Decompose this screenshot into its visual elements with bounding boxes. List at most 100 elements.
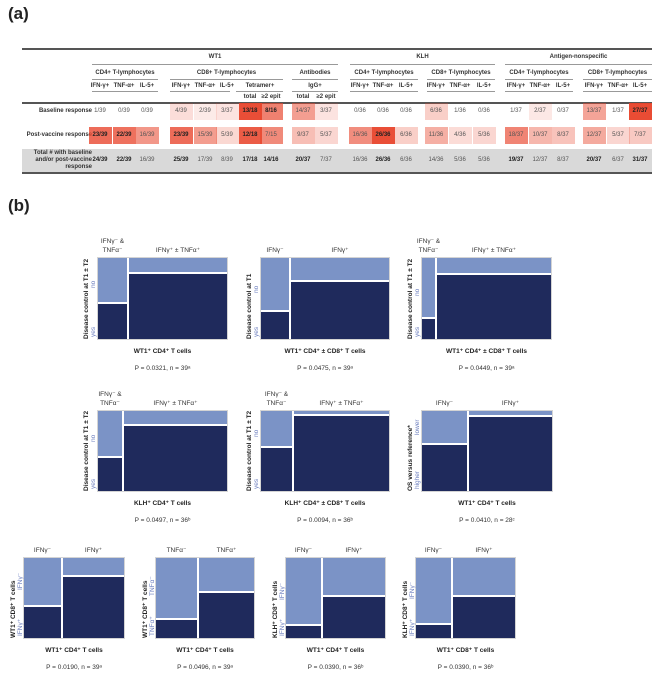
mosaic-cell-no-top <box>437 258 551 273</box>
row-label-top: IFNγ⁻ <box>17 572 24 590</box>
y-axis-label: Disease control at T1 ± T2 <box>83 258 90 339</box>
subgroup-rule <box>92 79 158 80</box>
column-label: IFNγ⁻ & TNFα⁻ <box>98 391 122 407</box>
mosaic-cell-no-top <box>124 411 227 424</box>
table-cell: 24/39 <box>92 157 108 163</box>
table-cell: 0/39 <box>118 108 130 114</box>
mosaic-cell-no-top <box>422 258 435 317</box>
subgroup-rule <box>292 79 338 80</box>
igg-rule <box>292 91 338 92</box>
mosaic-plot <box>421 410 553 492</box>
table-cell: 20/37 <box>586 157 602 163</box>
x-axis-label: WT1⁺ CD4⁺ T cells <box>176 647 234 654</box>
panel-a-label: (a) <box>8 4 29 23</box>
table-cell: 2/37 <box>528 103 552 120</box>
column-label: IFNγ⁻ & TNFα⁻ <box>100 238 125 254</box>
row-label-top: no <box>90 281 97 289</box>
column-header: TNF-α+ <box>607 83 629 89</box>
table-cell: 1/37 <box>510 108 522 114</box>
table-cell: 13/18 <box>238 103 262 120</box>
table-cell: 0/36 <box>478 108 490 114</box>
x-axis-label: WT1⁺ CD4⁺ T cells <box>133 348 192 355</box>
column-header: total <box>296 94 310 100</box>
mosaic-cell-bottom <box>261 448 292 491</box>
group-rule <box>350 64 495 65</box>
mosaic-cell-bottom <box>199 593 254 638</box>
row-label: Total # with baseline and/or post-vaccin… <box>33 150 92 170</box>
column-label: IFNγ⁻ <box>424 547 443 554</box>
mosaic-cell-bottom <box>469 417 552 491</box>
x-axis-label: WT1⁺ CD4⁺ ± CD8⁺ T cells <box>445 348 528 355</box>
mosaic-plot <box>285 557 386 639</box>
column-label: IFNγ⁺ <box>84 547 103 554</box>
table-cell: 12/18 <box>238 127 262 144</box>
mosaic-cell-IFN-top <box>416 558 451 623</box>
mosaic-cell-bottom <box>261 312 289 339</box>
y-axis-label: Disease control at T1 ± T2 <box>83 410 90 491</box>
column-header: TNF-α+ <box>113 83 135 89</box>
group-rule <box>92 64 338 65</box>
group-rule <box>505 64 652 65</box>
mosaic-cell-no-top <box>98 411 122 456</box>
tetramer-rule <box>236 91 283 92</box>
x-axis-label: KLH⁺ CD4⁺ T cells <box>133 500 192 507</box>
mosaic-plot <box>415 557 516 639</box>
mosaic-plot <box>97 410 228 492</box>
mosaic-cell-bottom <box>98 458 122 491</box>
table-cell: 8/16 <box>259 103 283 120</box>
column-header-rule <box>427 91 495 92</box>
table-cell: 15/39 <box>193 127 217 144</box>
panel-b-label: (b) <box>8 196 30 215</box>
table-cell: 5/39 <box>215 127 239 144</box>
table-cell: 20/37 <box>295 157 311 163</box>
x-axis-label: WT1⁺ CD4⁺ T cells <box>45 647 103 654</box>
table-cell: 8/37 <box>551 127 575 144</box>
table-cell: 26/36 <box>375 157 391 163</box>
column-label: IFNγ⁻ & TNFα⁻ <box>264 391 289 407</box>
mosaic-plot <box>421 257 552 340</box>
mosaic-cell-bottom <box>294 416 389 491</box>
mosaic-cell-IFN-top <box>453 558 515 595</box>
row-label-top: no <box>253 429 260 437</box>
mosaic-cell-no-top <box>129 258 227 272</box>
column-label: IFNγ⁺ ± TNFα⁺ <box>471 247 517 254</box>
mosaic-cell-IFN-top <box>63 558 124 575</box>
row-label-top: lower <box>414 419 421 436</box>
row-label-bottom: yes <box>253 326 260 337</box>
column-header: TNF-α+ <box>449 83 471 89</box>
table-cell: 16/36 <box>348 127 372 144</box>
subgroup-header: CD8+ T-lymphocytes <box>587 70 648 76</box>
tetramer-header: Tetramer+ <box>245 83 275 89</box>
table-cell: 10/37 <box>528 127 552 144</box>
table-cell: 13/37 <box>582 103 606 120</box>
table-cell: 0/36 <box>400 108 412 114</box>
column-header: IFN-γ+ <box>584 83 604 89</box>
table-cell: 6/36 <box>424 103 448 120</box>
mosaic-cell-no-top <box>291 258 389 280</box>
p-value-text: P = 0.0321, n = 39ᵃ <box>134 365 191 372</box>
mosaic-cell-no-top <box>261 258 289 310</box>
table-cell: 12/37 <box>532 157 548 163</box>
p-value-text: P = 0.0390, n = 36ᵇ <box>437 664 494 671</box>
mosaic-plot <box>23 557 125 639</box>
table-cell: 0/36 <box>354 108 366 114</box>
mosaic-cell-IFN-top <box>286 558 321 624</box>
column-header: IFN-γ+ <box>506 83 526 89</box>
p-value-text: P = 0.0449, n = 39ᵃ <box>458 365 515 372</box>
column-label: IFNγ⁺ <box>331 247 349 254</box>
column-header: IFN-γ+ <box>171 83 191 89</box>
table-cell: 12/37 <box>582 127 606 144</box>
mosaic-cell-bottom <box>24 607 61 638</box>
mosaic-cell-lower-top <box>422 411 467 443</box>
table-cell: 31/37 <box>632 157 648 163</box>
p-value-text: P = 0.0496, n = 39ᵃ <box>177 664 233 671</box>
table-cell: 3/37 <box>314 103 338 120</box>
table-cell: 14/16 <box>263 157 279 163</box>
column-label: IFNγ⁺ ± TNFα⁺ <box>155 247 201 254</box>
row-label: Baseline response <box>38 108 92 114</box>
mosaic-cell-no-top <box>261 411 292 446</box>
mosaic-plot <box>97 257 228 340</box>
p-value-text: P = 0.0410, n = 28ᶜ <box>459 517 515 524</box>
row-label-top: TNFα⁻ <box>149 576 156 597</box>
mosaic-cell-bottom <box>286 626 321 638</box>
